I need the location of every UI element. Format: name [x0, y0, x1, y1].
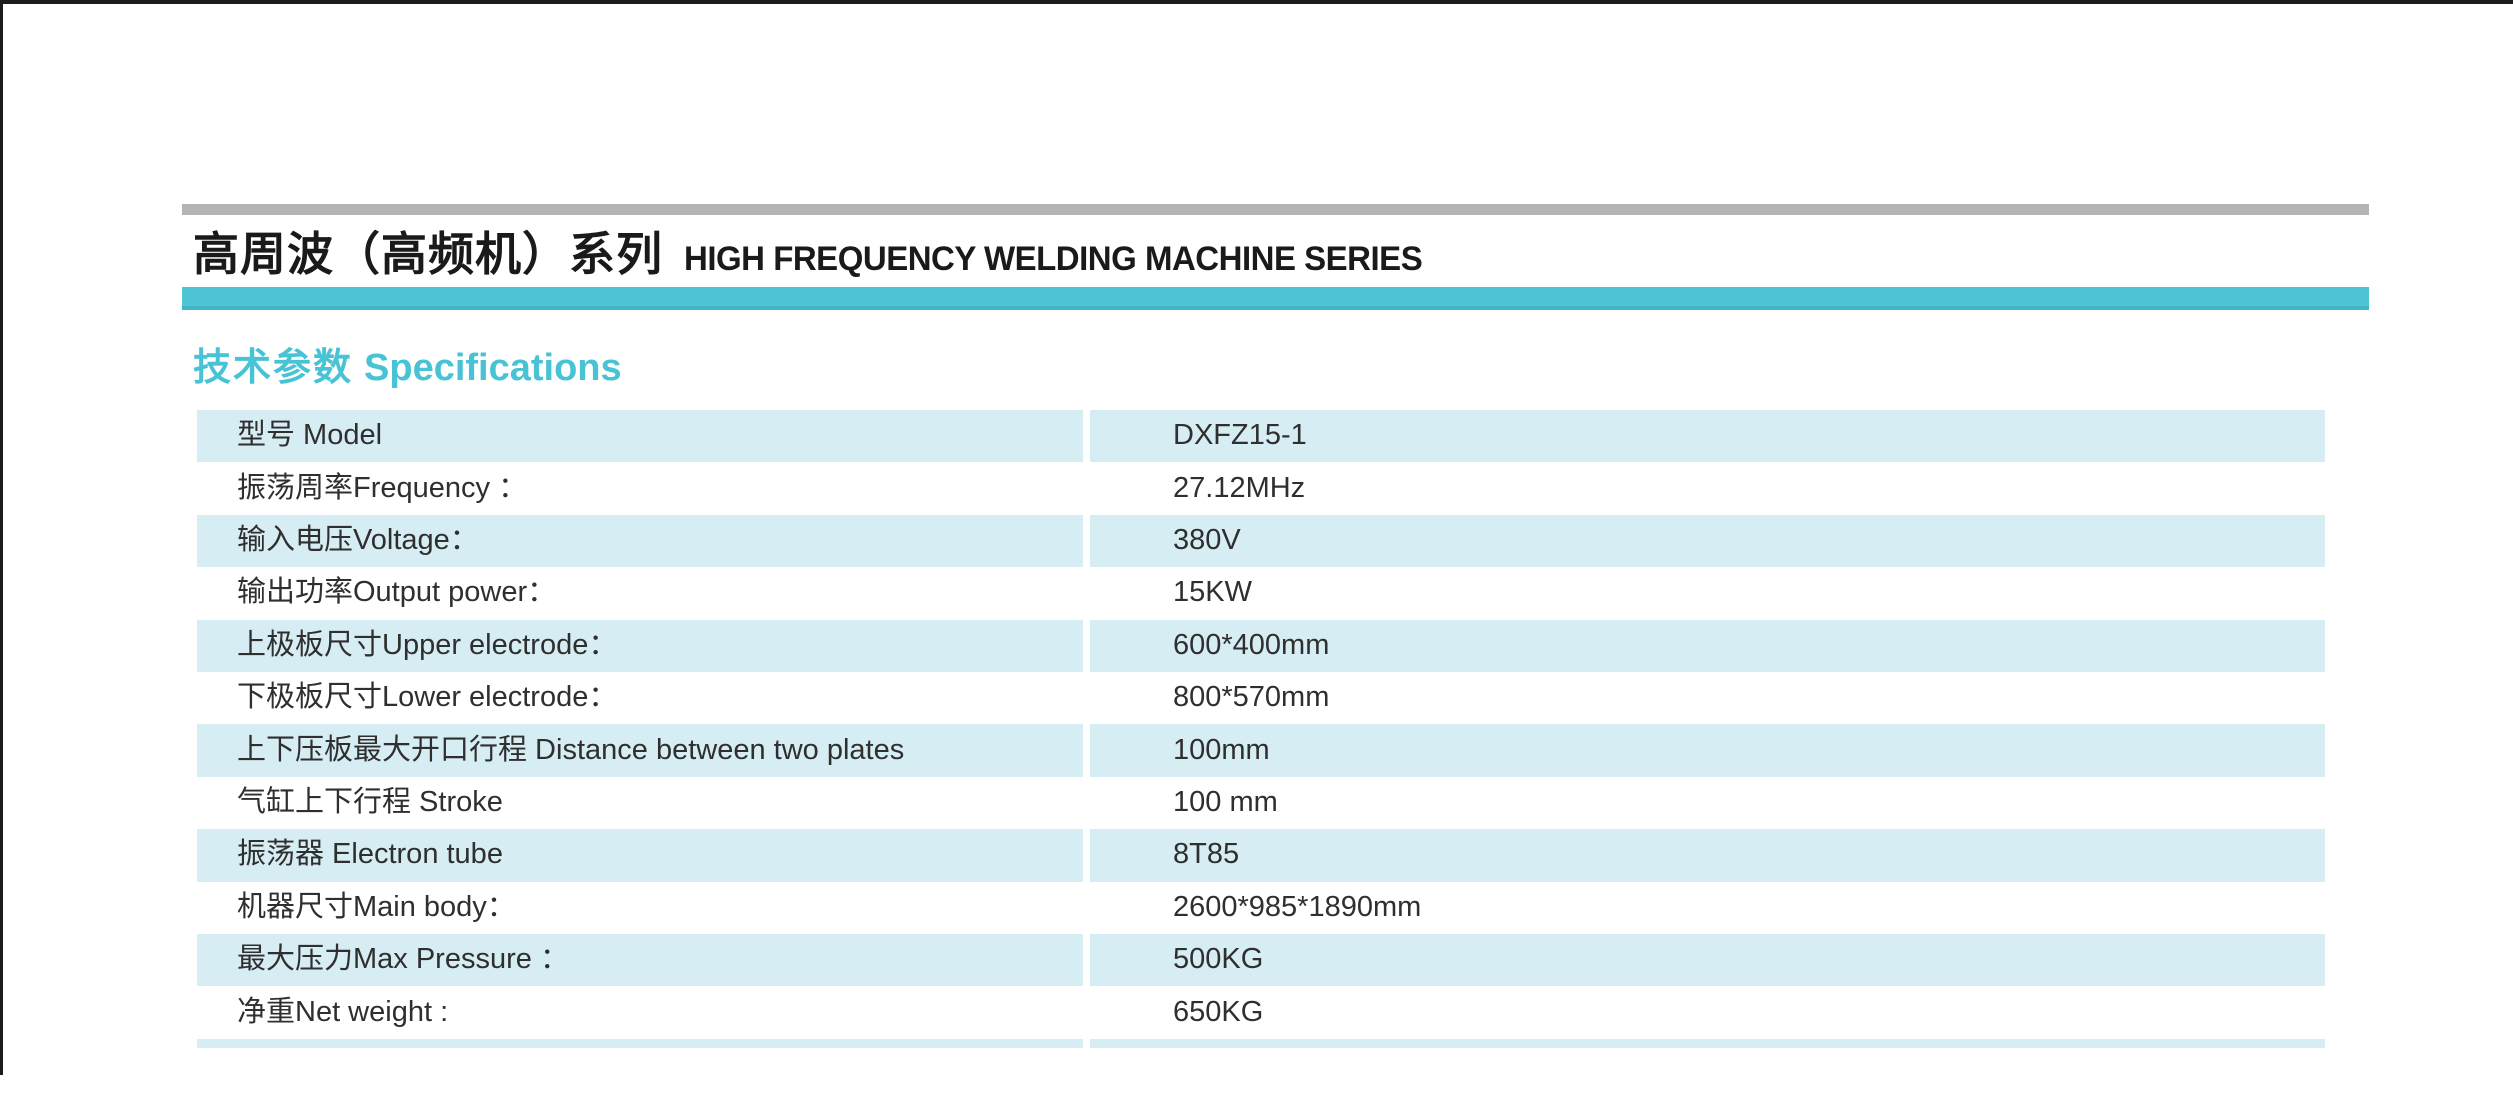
spec-label: 净重Net weight :: [237, 995, 449, 1028]
spec-value: 500KG: [1090, 933, 2325, 987]
partial-row-label-cell: [197, 1038, 1083, 1048]
page-scan-top-edge: [0, 0, 2513, 4]
spec-label: 上下压板最大开口行程 Distance between two plates: [197, 724, 1083, 777]
header-gray-rule: [182, 204, 2369, 215]
spec-label: 气缸上下行程 Stroke: [237, 785, 503, 818]
spec-value: 15KW: [1173, 576, 1252, 609]
table-row-output-power: 输出功率Output power： 15KW: [197, 567, 2325, 619]
specifications-heading-english: Specifications: [364, 347, 622, 389]
spec-label: 下极板尺寸Lower electrode：: [237, 681, 618, 714]
spec-value: 380V: [1090, 514, 2325, 568]
spec-value: 100mm: [1090, 724, 2325, 777]
spec-label: 振荡周率Frequency ：: [237, 471, 528, 504]
table-row-stroke: 气缸上下行程 Stroke 100 mm: [197, 777, 2325, 829]
spec-label: 输出功率Output power：: [237, 576, 557, 609]
header-cyan-bar: [182, 287, 2369, 310]
specifications-heading: 技术参数 Specifications: [193, 349, 622, 387]
page-title: 高周波（高频机）系列 HIGH FREQUENCY WELDING MACHIN…: [193, 231, 1445, 277]
partial-row-value-cell: [1090, 1038, 2325, 1048]
spec-value: 8T85: [1090, 829, 2325, 882]
page-title-chinese: 高周波（高频机）系列: [193, 228, 663, 280]
spec-label: 输入电压Voltage：: [197, 514, 1083, 568]
spec-value: 2600*985*1890mm: [1173, 890, 1422, 923]
table-row-upper-electrode: 上极板尺寸Upper electrode： 600*400mm: [197, 619, 2325, 672]
specifications-heading-chinese: 技术参数: [193, 347, 354, 389]
spec-label: 型号 Model: [197, 410, 1083, 463]
spec-label: 机器尺寸Main body：: [237, 890, 516, 923]
table-row-lower-electrode: 下极板尺寸Lower electrode： 800*570mm: [197, 672, 2325, 724]
table-row-electron-tube: 振荡器 Electron tube 8T85: [197, 829, 2325, 882]
table-row-net-weight: 净重Net weight : 650KG: [197, 986, 2325, 1038]
spec-label: 上极板尺寸Upper electrode：: [197, 619, 1083, 672]
spec-value: 27.12MHz: [1173, 471, 1306, 504]
spec-value: 600*400mm: [1090, 619, 2325, 672]
table-row-max-pressure: 最大压力Max Pressure ： 500KG: [197, 933, 2325, 987]
table-row-partial-cutoff: [197, 1038, 2325, 1048]
table-row-main-body: 机器尺寸Main body： 2600*985*1890mm: [197, 882, 2325, 934]
spec-label: 振荡器 Electron tube: [197, 829, 1083, 882]
table-row-plate-distance: 上下压板最大开口行程 Distance between two plates 1…: [197, 724, 2325, 777]
page-title-english: HIGH FREQUENCY WELDING MACHINE SERIES: [684, 240, 1423, 278]
spec-value: 100 mm: [1173, 785, 1278, 818]
spec-value: DXFZ15-1: [1090, 410, 2325, 463]
spec-value: 800*570mm: [1173, 681, 1330, 714]
table-row-model: 型号 Model DXFZ15-1: [197, 410, 2325, 463]
page-scan-left-edge: [0, 0, 3, 1075]
table-row-voltage: 输入电压Voltage： 380V: [197, 514, 2325, 568]
spec-value: 650KG: [1173, 995, 1264, 1028]
specifications-table: 型号 Model DXFZ15-1 振荡周率Frequency ： 27.12M…: [197, 410, 2325, 1039]
spec-label: 最大压力Max Pressure ：: [197, 933, 1083, 987]
table-row-frequency: 振荡周率Frequency ： 27.12MHz: [197, 462, 2325, 514]
